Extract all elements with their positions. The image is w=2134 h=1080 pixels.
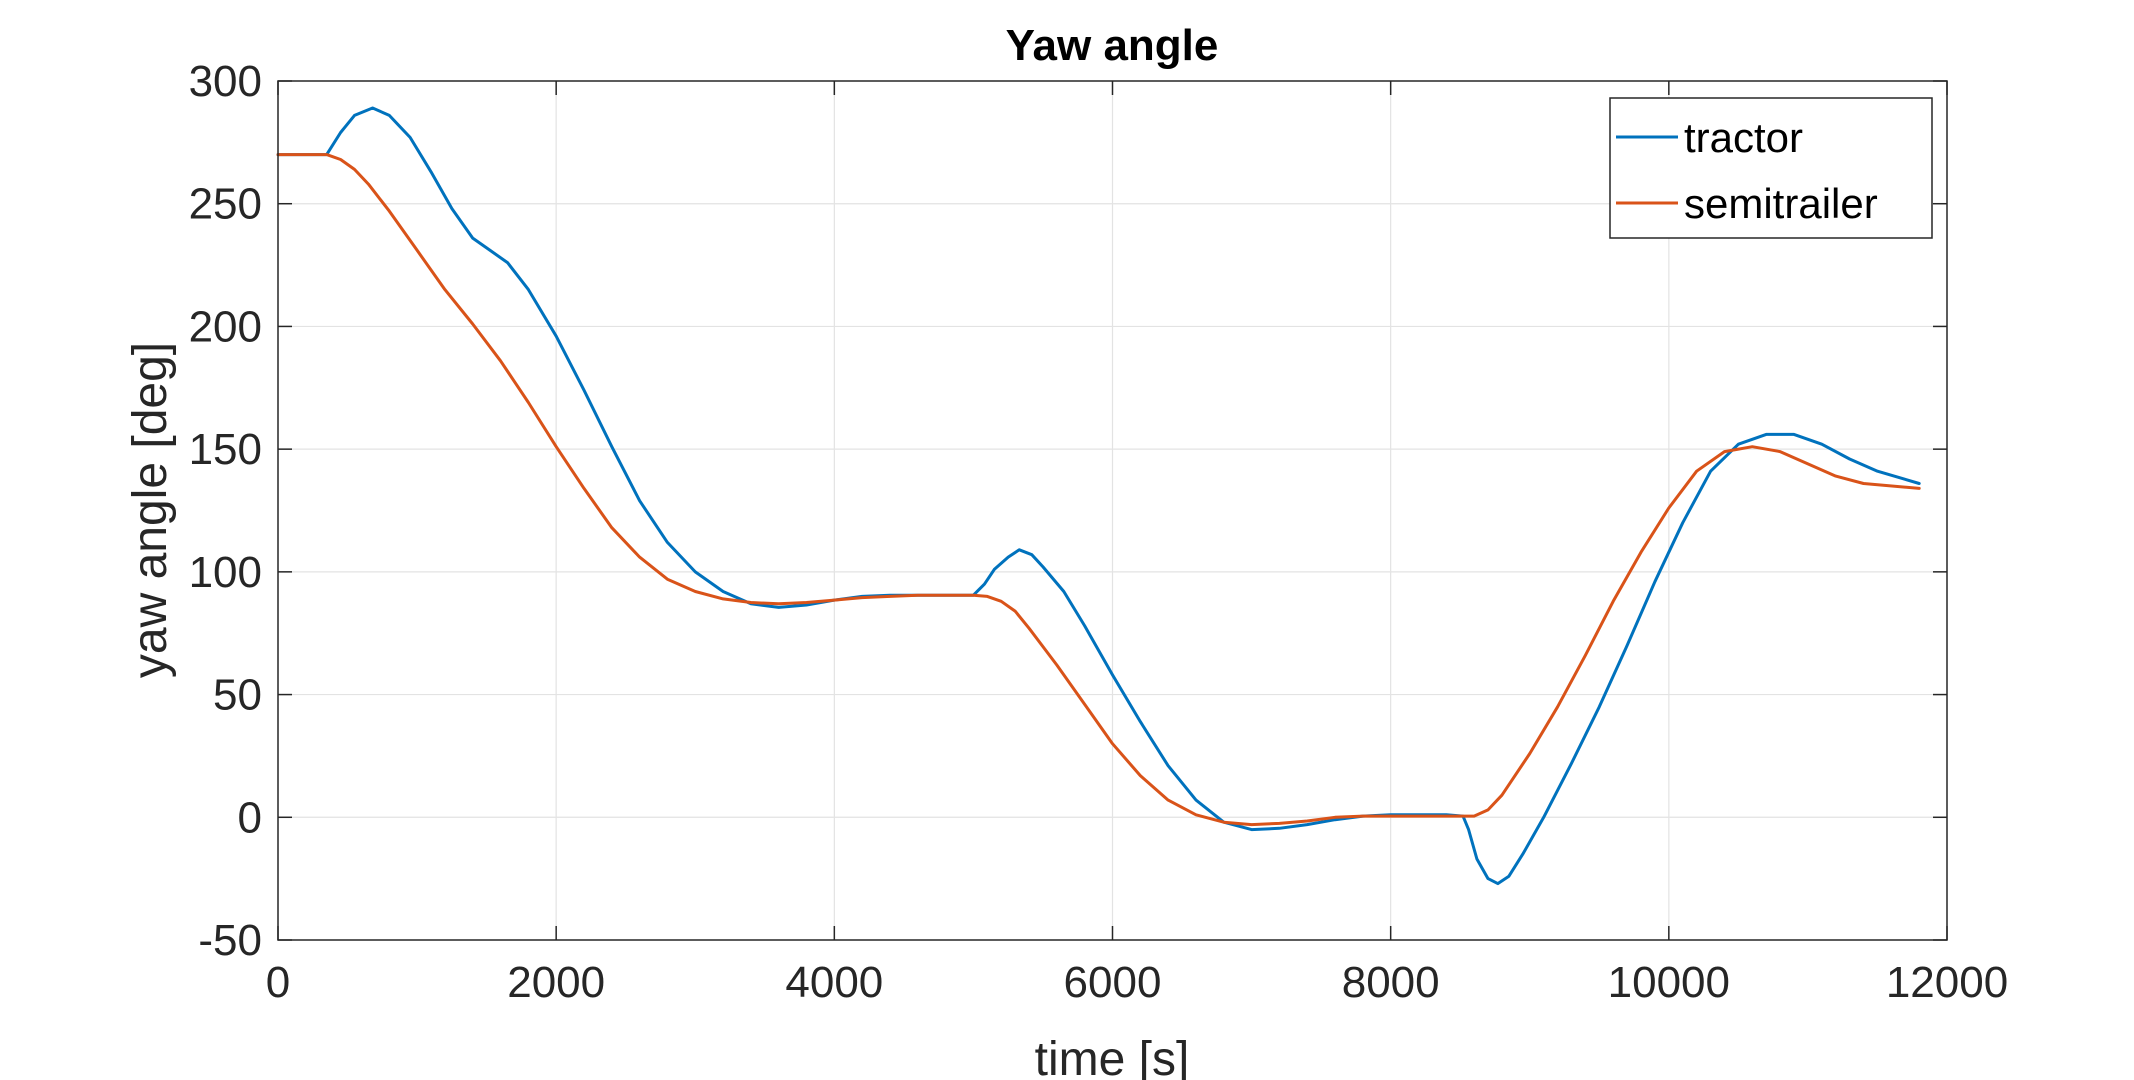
y-tick-labels: -50 0 50 100 150 200 250 300 [189, 57, 262, 965]
legend-label-tractor: tractor [1684, 114, 1803, 161]
x-tick-labels: 0 2000 4000 6000 8000 10000 12000 [266, 958, 2008, 1007]
y-tick-label: 100 [189, 548, 262, 597]
x-tick-label: 6000 [1064, 958, 1162, 1007]
y-tick-label: 0 [238, 793, 262, 842]
legend-label-semitrailer: semitrailer [1684, 180, 1878, 227]
legend: tractor semitrailer [1609, 97, 1933, 239]
x-tick-label: 0 [266, 958, 290, 1007]
y-axis-title: yaw angle [deg] [124, 342, 177, 678]
series-line-tractor [276, 106, 1921, 886]
y-tick-label: 300 [189, 57, 262, 106]
tick-marks [277, 80, 1948, 941]
legend-box [1609, 97, 1933, 239]
y-tick-label: 50 [213, 671, 262, 720]
x-tick-label: 8000 [1342, 958, 1440, 1007]
x-tick-label: 12000 [1886, 958, 2008, 1007]
chart-title: Yaw angle [1006, 21, 1219, 70]
y-tick-label: 200 [189, 302, 262, 351]
x-tick-label: 10000 [1608, 958, 1730, 1007]
series-line-semitrailer [276, 153, 1921, 827]
series-layer [276, 106, 1921, 886]
x-tick-label: 4000 [785, 958, 883, 1007]
x-tick-label: 2000 [507, 958, 605, 1007]
y-tick-label: -50 [198, 916, 262, 965]
y-tick-label: 250 [189, 180, 262, 229]
y-tick-label: 150 [189, 425, 262, 474]
x-axis-title: time [s] [1035, 1033, 1190, 1080]
